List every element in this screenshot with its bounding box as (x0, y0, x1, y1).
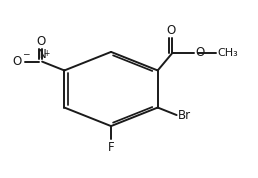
Text: O: O (195, 46, 204, 59)
Text: +: + (44, 49, 50, 58)
Text: CH₃: CH₃ (217, 48, 238, 58)
Text: O: O (166, 24, 175, 37)
Text: O: O (36, 35, 45, 48)
Text: −: − (22, 49, 29, 58)
Text: O: O (12, 55, 22, 68)
Text: N: N (38, 48, 46, 61)
Text: Br: Br (178, 109, 191, 122)
Text: F: F (108, 141, 114, 154)
